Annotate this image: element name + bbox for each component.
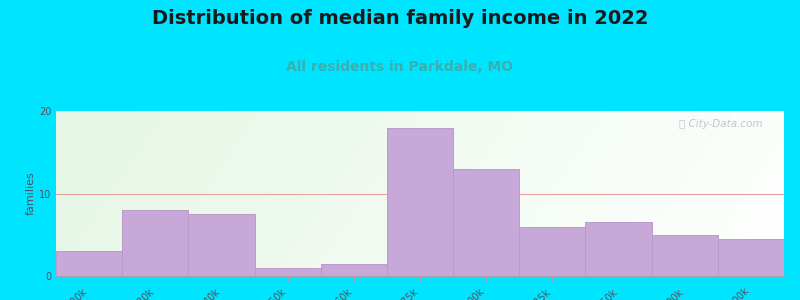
Bar bbox=[122, 210, 188, 276]
Bar bbox=[254, 268, 321, 276]
Bar bbox=[718, 239, 784, 276]
Bar bbox=[122, 210, 188, 276]
Bar bbox=[453, 169, 519, 276]
Text: Distribution of median family income in 2022: Distribution of median family income in … bbox=[152, 9, 648, 28]
Bar bbox=[519, 226, 586, 276]
Bar bbox=[56, 251, 122, 276]
Bar bbox=[652, 235, 718, 276]
Y-axis label: families: families bbox=[26, 172, 36, 215]
Bar bbox=[586, 222, 652, 276]
Bar bbox=[321, 264, 387, 276]
Bar bbox=[56, 251, 122, 276]
Bar bbox=[188, 214, 254, 276]
Bar bbox=[254, 268, 321, 276]
Bar bbox=[718, 239, 784, 276]
Bar bbox=[453, 169, 519, 276]
Text: ⓘ City-Data.com: ⓘ City-Data.com bbox=[678, 119, 762, 129]
Bar bbox=[387, 128, 453, 276]
Text: All residents in Parkdale, MO: All residents in Parkdale, MO bbox=[286, 60, 514, 74]
Bar bbox=[652, 235, 718, 276]
Bar bbox=[387, 128, 453, 276]
Bar bbox=[321, 264, 387, 276]
Bar bbox=[519, 226, 586, 276]
Bar bbox=[586, 222, 652, 276]
Bar bbox=[188, 214, 254, 276]
